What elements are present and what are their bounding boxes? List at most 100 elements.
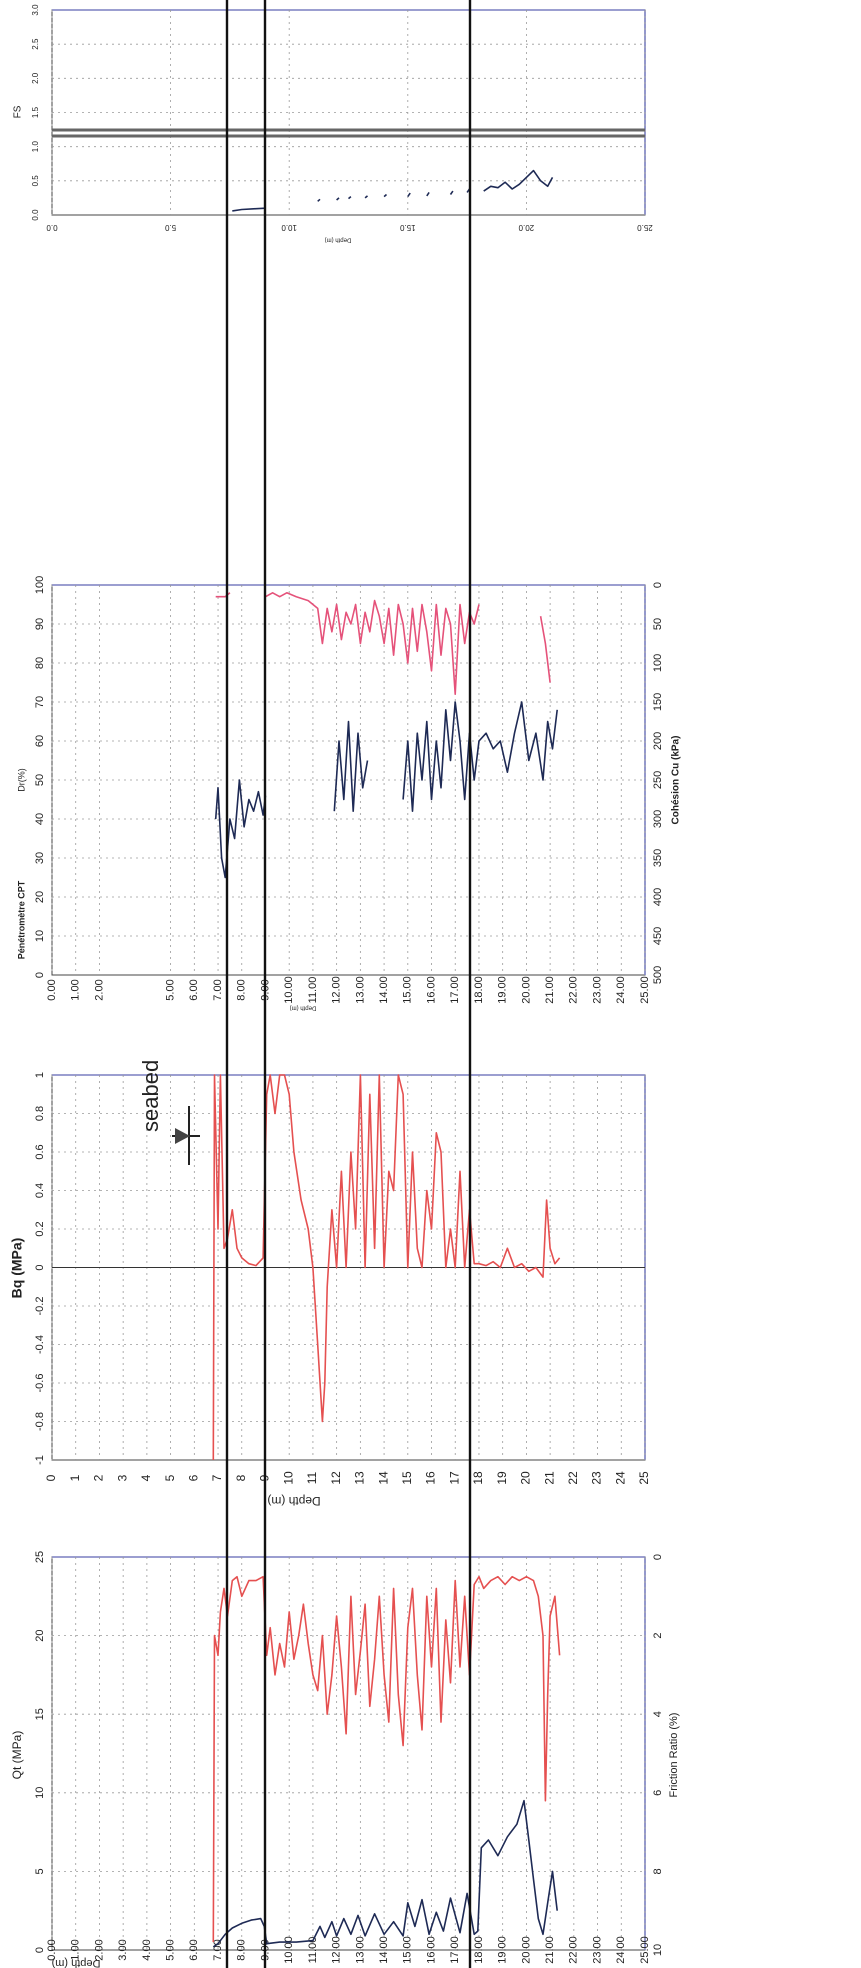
value-tick-label: -0.2 [34, 1297, 46, 1316]
value-tick-label: -0.4 [34, 1335, 46, 1354]
fs-series-line [232, 169, 554, 212]
depth-tick-label: 20 [519, 1471, 533, 1485]
qt-friction-chart: 0.001.002.003.004.005.006.007.008.009.00… [10, 1551, 680, 1968]
depth-tick-label: 19.00 [497, 976, 509, 1004]
value-tick-label: 60 [34, 735, 46, 747]
depth-tick-label: 5.0 [164, 223, 176, 232]
depth-tick-label: 4 [139, 1474, 153, 1481]
depth-tick-label: 15.00 [402, 1936, 414, 1964]
depth-tick-label: 6.00 [188, 979, 200, 1000]
depth-axis-label: Depth (m) [267, 1494, 320, 1508]
value-tick-label: 0 [34, 1264, 46, 1270]
value-tick-label: 2.5 [31, 38, 40, 50]
dr-dark-series-line [214, 701, 558, 879]
value-tick-label: -0.6 [34, 1374, 46, 1393]
depth-tick-label: 7.00 [212, 1939, 224, 1960]
depth-tick-label: 4.00 [141, 1939, 153, 1960]
depth-axis-label: Depth (m) [290, 1004, 317, 1010]
cu-tick-label: 250 [652, 771, 664, 789]
depth-tick-label: 22.00 [568, 1936, 580, 1964]
depth-tick-label: 5.00 [165, 1939, 177, 1960]
depth-axis-label: Depth (m) [325, 236, 352, 242]
bq-axis-label: Bq (MPa) [9, 1238, 25, 1299]
cu-tick-label: 300 [652, 810, 664, 828]
depth-tick-label: 0.00 [46, 979, 58, 1000]
arrow-down-icon [172, 1106, 200, 1165]
depth-tick-label: 21.00 [544, 1936, 556, 1964]
seabed-label: seabed [138, 1060, 163, 1132]
depth-tick-label: 1.00 [70, 1939, 82, 1960]
depth-tick-label: 2.00 [93, 1939, 105, 1960]
cu-tick-label: 500 [652, 966, 664, 984]
cu-tick-label: 50 [652, 618, 664, 630]
depth-tick-label: 8.00 [236, 1939, 248, 1960]
value-tick-label: 10 [34, 930, 46, 942]
depth-tick-label: 16.00 [425, 976, 437, 1004]
depth-tick-label: 11.00 [307, 977, 319, 1004]
depth-tick-label: 17 [447, 1471, 461, 1485]
depth-tick-label: 6 [186, 1474, 200, 1481]
value-tick-label: 0 [34, 972, 46, 978]
depth-tick-label: 7 [210, 1474, 224, 1481]
depth-tick-label: 24 [613, 1471, 627, 1485]
value-tick-label: 2.0 [31, 72, 40, 84]
depth-tick-label: 20.00 [520, 1936, 532, 1964]
value-tick-label: 10 [34, 1787, 46, 1799]
value-tick-label: 20 [34, 891, 46, 903]
depth-tick-label: 21.00 [544, 976, 556, 1004]
depth-tick-label: 24.00 [615, 976, 627, 1004]
depth-tick-label: 0.00 [46, 1939, 58, 1960]
cu-tick-label: 0 [652, 582, 664, 588]
friction-tick-label: 10 [652, 1944, 664, 1956]
depth-tick-label: 17.00 [449, 1936, 461, 1964]
depth-tick-label: 24.00 [615, 1936, 627, 1964]
cu-tick-label: 400 [652, 888, 664, 906]
depth-tick-label: 15.0 [399, 223, 415, 232]
depth-tick-label: 12.00 [331, 1936, 343, 1964]
value-tick-label: 1 [34, 1072, 46, 1078]
value-tick-label: 3.0 [31, 4, 40, 16]
depth-tick-label: 20.00 [520, 976, 532, 1004]
value-tick-label: 0.0 [31, 209, 40, 221]
value-tick-label: 5 [34, 1868, 46, 1874]
depth-tick-label: 8.00 [236, 979, 248, 1000]
depth-tick-label: 12.00 [331, 976, 343, 1004]
value-tick-label: 1.5 [31, 106, 40, 118]
depth-tick-label: 16 [424, 1471, 438, 1485]
depth-tick-label: 19 [495, 1471, 509, 1485]
value-tick-label: 0.4 [34, 1183, 46, 1198]
depth-tick-label: 18 [471, 1471, 485, 1485]
depth-tick-label: 16.00 [425, 1936, 437, 1964]
friction-tick-label: 0 [652, 1554, 664, 1560]
cu-axis-label: Cohésion Cu (kPa) [671, 736, 682, 825]
depth-tick-label: 23 [590, 1471, 604, 1485]
value-tick-label: 0.6 [34, 1144, 46, 1159]
value-tick-label: -0.8 [34, 1412, 46, 1431]
value-tick-label: 0.2 [34, 1221, 46, 1236]
dr-axis-label: Dr(%) [16, 768, 26, 792]
friction-tick-label: 8 [652, 1868, 664, 1874]
cu-tick-label: 200 [652, 732, 664, 750]
depth-tick-label: 11.00 [307, 1937, 319, 1964]
depth-tick-label: 0.0 [46, 223, 58, 232]
value-tick-label: 30 [34, 852, 46, 864]
depth-tick-label: 2 [92, 1474, 106, 1481]
friction-tick-label: 6 [652, 1790, 664, 1796]
depth-tick-label: 21 [542, 1471, 556, 1485]
cpt-label: Pénétromètre CPT [16, 880, 26, 959]
friction-axis-label: Friction Ratio (%) [668, 1713, 680, 1798]
friction-series-line [212, 1575, 561, 1943]
depth-tick-label: 8 [234, 1474, 248, 1481]
depth-tick-label: 19.00 [497, 1936, 509, 1964]
depth-tick-label: 10.00 [283, 976, 295, 1004]
value-tick-label: 90 [34, 618, 46, 630]
depth-tick-label: 23.00 [591, 976, 603, 1004]
depth-tick-label: 13.00 [354, 976, 366, 1004]
depth-tick-label: 25.00 [639, 976, 651, 1004]
depth-tick-label: 14 [376, 1471, 390, 1485]
value-tick-label: 0.5 [31, 175, 40, 187]
depth-tick-label: 2.00 [93, 979, 105, 1000]
depth-axis-label: Depth (m) [52, 1957, 101, 1968]
value-tick-label: 0.8 [34, 1106, 46, 1121]
